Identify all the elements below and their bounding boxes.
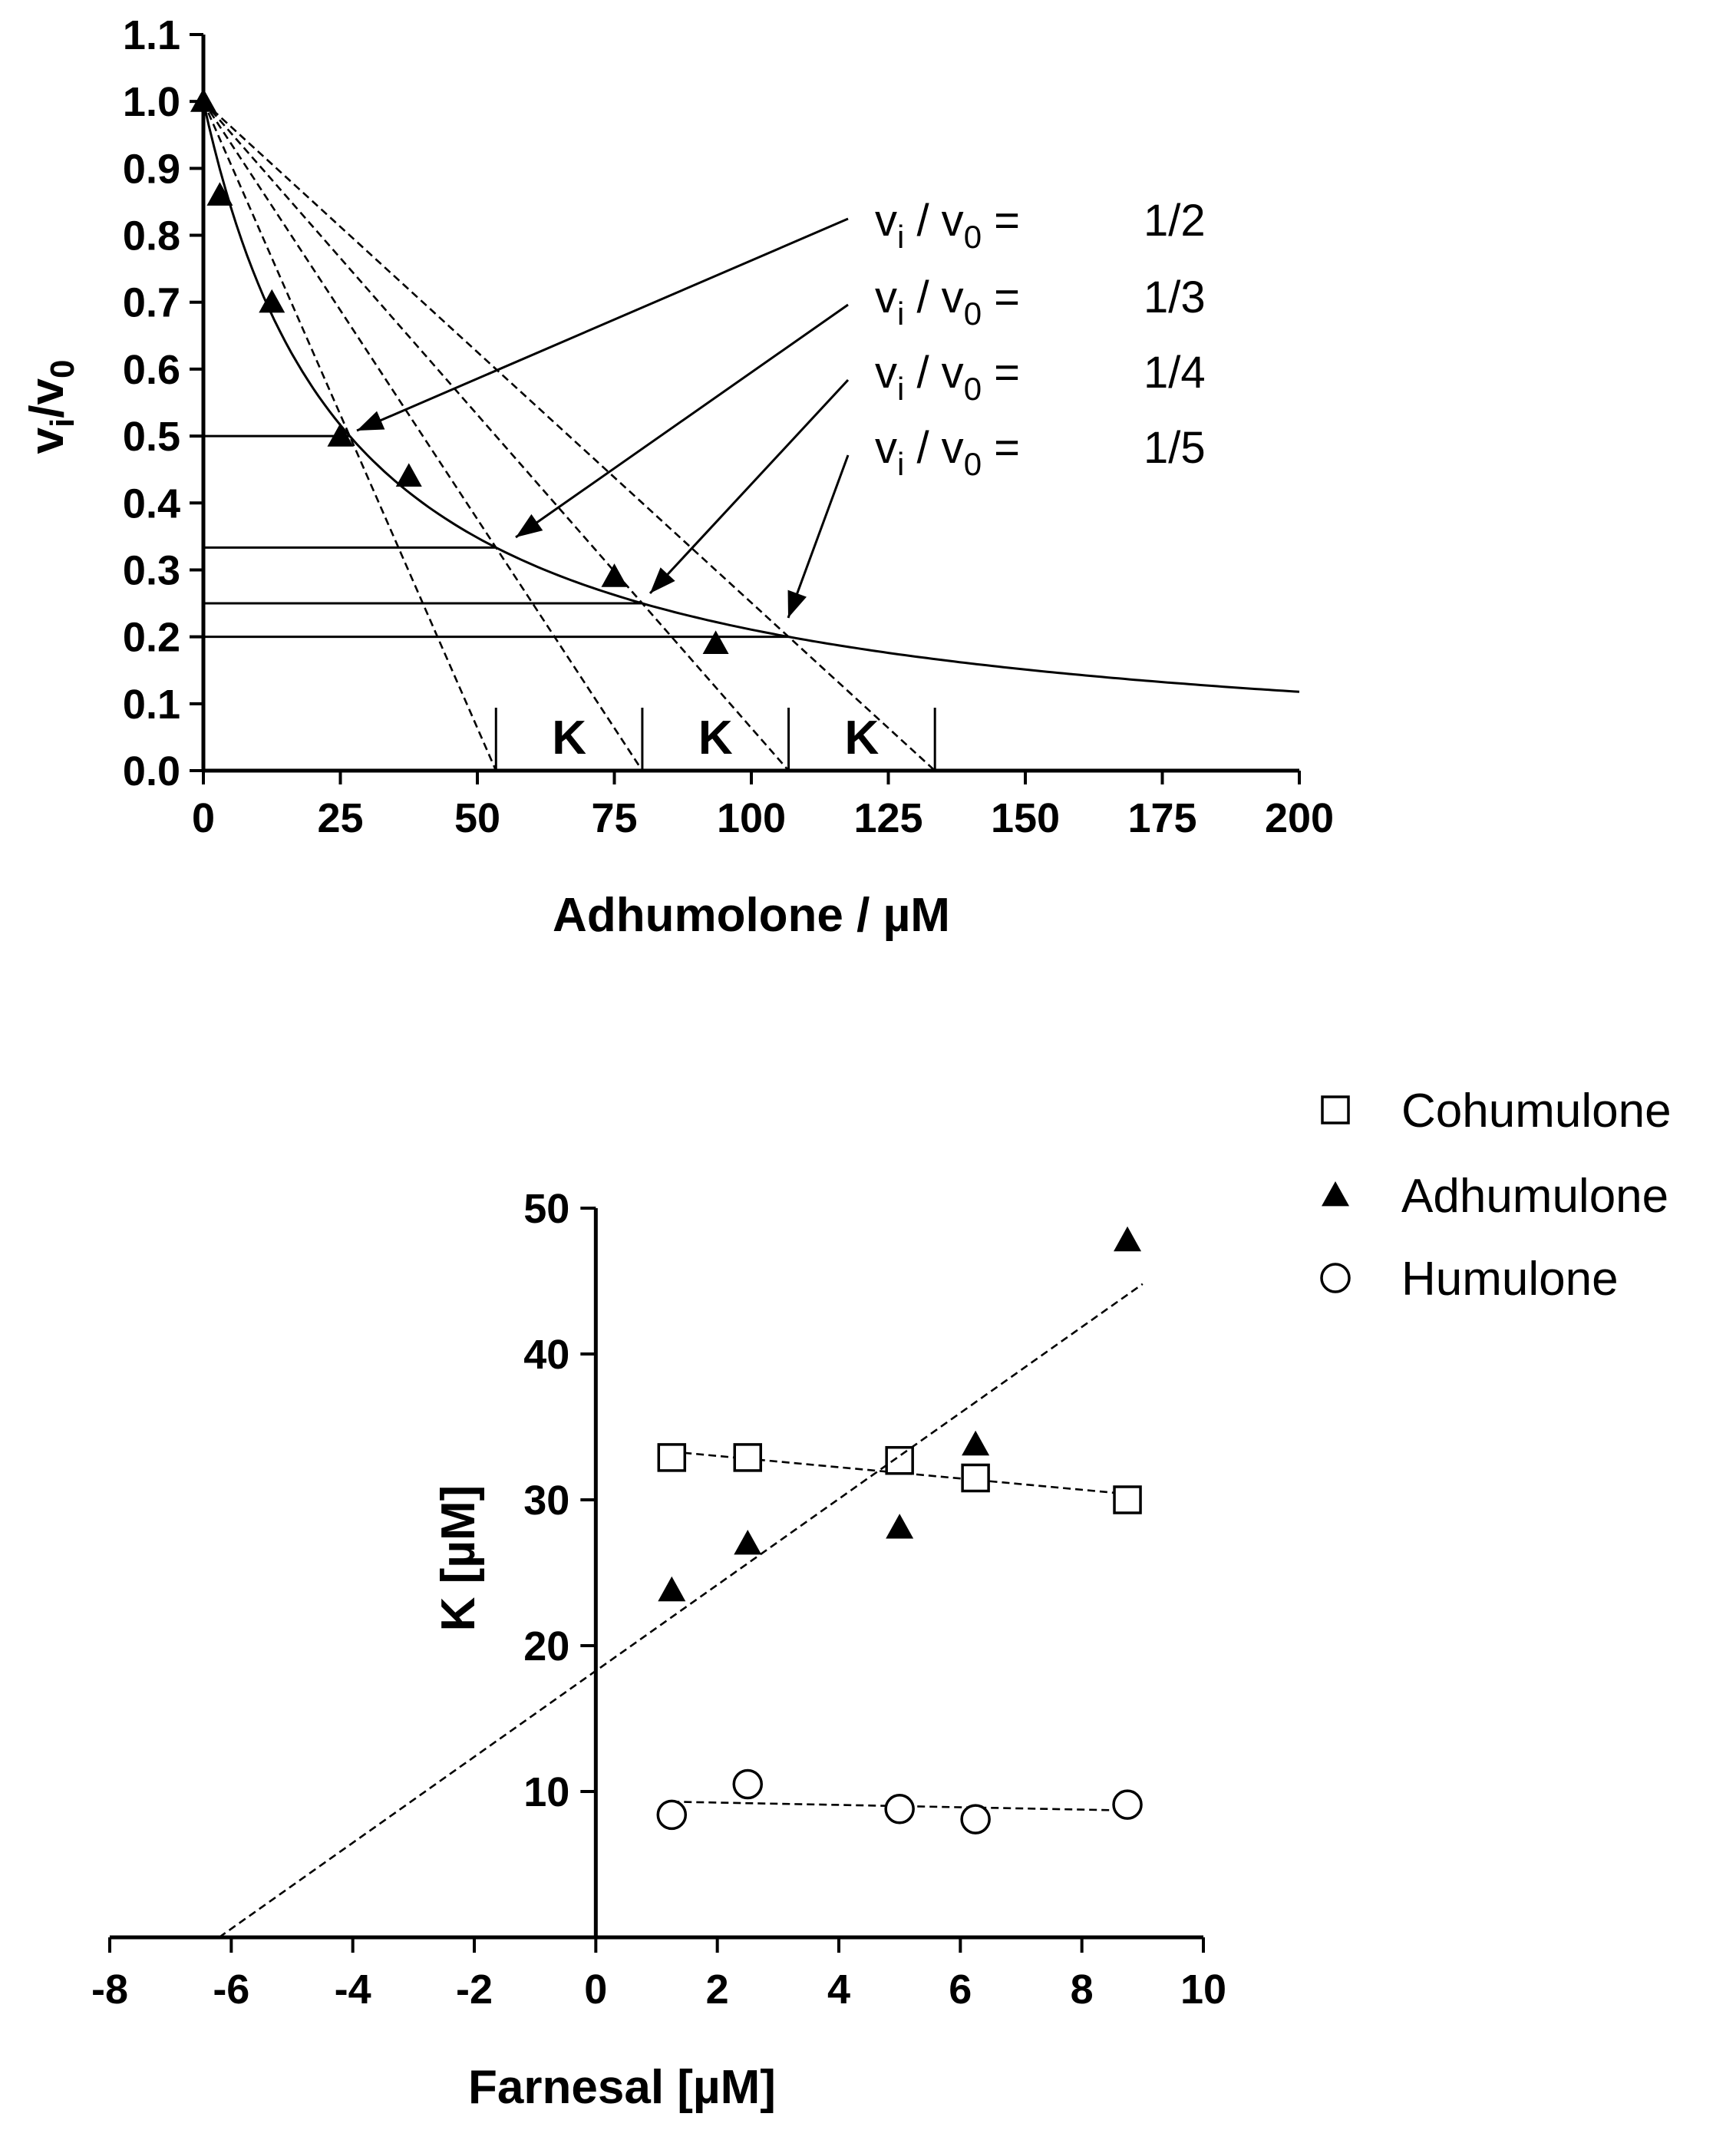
legend-marker-circle <box>1320 1263 1351 1293</box>
x-tick-label: -4 <box>335 1967 371 2013</box>
y-tick-label: 10 <box>523 1769 569 1815</box>
annotation-arrow <box>649 378 850 595</box>
data-point-triangle <box>702 630 729 654</box>
annotation-fraction: 1/4 <box>1144 348 1206 398</box>
annotation-fraction: 1/2 <box>1144 196 1206 246</box>
bottom-chart: -8 -6 -4 -2 0 2 4 6 8 10 10 20 30 40 50 Farnesal [µM] K … <box>91 1085 1672 2114</box>
x-axis-label: Farnesal [µM] <box>468 2061 776 2114</box>
y-tick-label: 0.0 <box>123 748 180 794</box>
data-point-triangle <box>601 563 628 587</box>
legend-label: Adhumulone <box>1401 1170 1668 1223</box>
data-point-circle <box>884 1794 915 1825</box>
legend-label: Cohumulone <box>1401 1085 1672 1138</box>
y-tick-label: 0.5 <box>123 414 180 460</box>
y-tick-label: 20 <box>523 1623 569 1669</box>
data-point-square <box>961 1463 990 1493</box>
y-tick-label: 0.8 <box>123 213 180 259</box>
y-tick-label: 0.6 <box>123 347 180 393</box>
annotation-label: vi / v0 = <box>875 423 1020 482</box>
annotation-fraction: 1/5 <box>1144 423 1206 473</box>
x-tick-label: 50 <box>454 795 500 841</box>
data-point-triangle <box>1114 1226 1142 1252</box>
annotation-fraction: 1/3 <box>1144 272 1206 322</box>
x-tick-label: 25 <box>317 795 363 841</box>
y-tick-label: 1.0 <box>123 79 180 125</box>
data-point-circle <box>732 1768 763 1800</box>
data-point-circle <box>960 1804 991 1834</box>
y-tick-label: 1.1 <box>123 12 180 58</box>
x-tick-label: 6 <box>949 1967 972 2013</box>
y-tick-label: 0.4 <box>123 480 180 527</box>
data-point-triangle <box>886 1514 914 1539</box>
tangent-line <box>203 101 936 771</box>
x-axis-label: Adhumolone / µM <box>553 889 950 942</box>
y-axis-label: vi/v0 <box>21 360 81 454</box>
y-tick-label: 0.3 <box>123 547 180 593</box>
tangent-line <box>203 101 790 771</box>
data-point-triangle <box>962 1430 990 1456</box>
y-tick-label: 40 <box>523 1332 569 1378</box>
data-point-circle <box>656 1799 688 1831</box>
y-axis-label: K [µM] <box>432 1485 485 1632</box>
k-label: K <box>844 712 879 764</box>
annotation-arrowhead <box>357 411 385 431</box>
annotation-arrow <box>356 217 849 432</box>
x-tick-label: -2 <box>456 1967 493 2013</box>
x-tick-label: 0 <box>584 1967 607 2013</box>
y-tick-label: 30 <box>523 1478 569 1524</box>
x-tick-label: 2 <box>706 1967 729 2013</box>
data-point-triangle <box>658 1576 686 1602</box>
y-tick-label: 0.9 <box>123 146 180 192</box>
legend-marker-triangle <box>1322 1181 1349 1207</box>
data-point-triangle <box>190 88 216 112</box>
x-tick-label: 125 <box>853 795 922 841</box>
k-label: K <box>552 712 586 764</box>
legend-label: Humulone <box>1401 1253 1619 1306</box>
annotation-label: vi / v0 = <box>875 348 1020 407</box>
x-tick-label: -6 <box>213 1967 249 2013</box>
data-point-square <box>657 1443 687 1472</box>
x-tick-label: 150 <box>991 795 1060 841</box>
k-label: K <box>698 712 733 764</box>
data-point-triangle <box>206 182 233 206</box>
annotation-arrow <box>787 454 850 619</box>
x-tick-label: 200 <box>1265 795 1334 841</box>
annotation-label: vi / v0 = <box>875 196 1020 255</box>
annotation-arrowhead <box>787 589 807 618</box>
x-tick-label: 0 <box>192 795 215 841</box>
data-point-triangle <box>327 423 354 447</box>
top-chart: 0 25 50 75 100 125 150 175 200 0.0 0.1 0.2 0.3 0.4 0.5… <box>21 12 1334 942</box>
annotation-arrow <box>515 303 849 539</box>
tangent-line <box>202 101 644 771</box>
x-tick-label: 75 <box>591 795 637 841</box>
data-point-triangle <box>734 1530 762 1555</box>
x-tick-label: 100 <box>717 795 786 841</box>
tangent-line <box>202 101 497 771</box>
data-point-square <box>733 1443 762 1472</box>
y-tick-label: 0.1 <box>123 682 180 728</box>
y-tick-label: 50 <box>523 1186 569 1232</box>
x-tick-label: -8 <box>91 1967 128 2013</box>
data-point-triangle <box>395 463 422 487</box>
x-tick-label: 4 <box>827 1967 850 2013</box>
annotation-arrowhead <box>516 514 543 537</box>
x-tick-label: 10 <box>1180 1967 1226 2013</box>
annotation-arrowhead <box>650 567 675 593</box>
y-tick-label: 0.7 <box>123 280 180 326</box>
fit-line-triangle <box>218 1283 1144 1939</box>
data-point-square <box>885 1445 914 1475</box>
x-tick-label: 8 <box>1071 1967 1094 2013</box>
data-point-square <box>1113 1485 1142 1514</box>
annotation-label: vi / v0 = <box>875 272 1020 332</box>
data-point-triangle <box>259 289 285 313</box>
legend-marker-square <box>1321 1095 1350 1124</box>
x-tick-label: 175 <box>1127 795 1196 841</box>
data-point-circle <box>1112 1789 1143 1820</box>
y-tick-label: 0.2 <box>123 615 180 661</box>
fit-curve <box>202 101 1300 693</box>
